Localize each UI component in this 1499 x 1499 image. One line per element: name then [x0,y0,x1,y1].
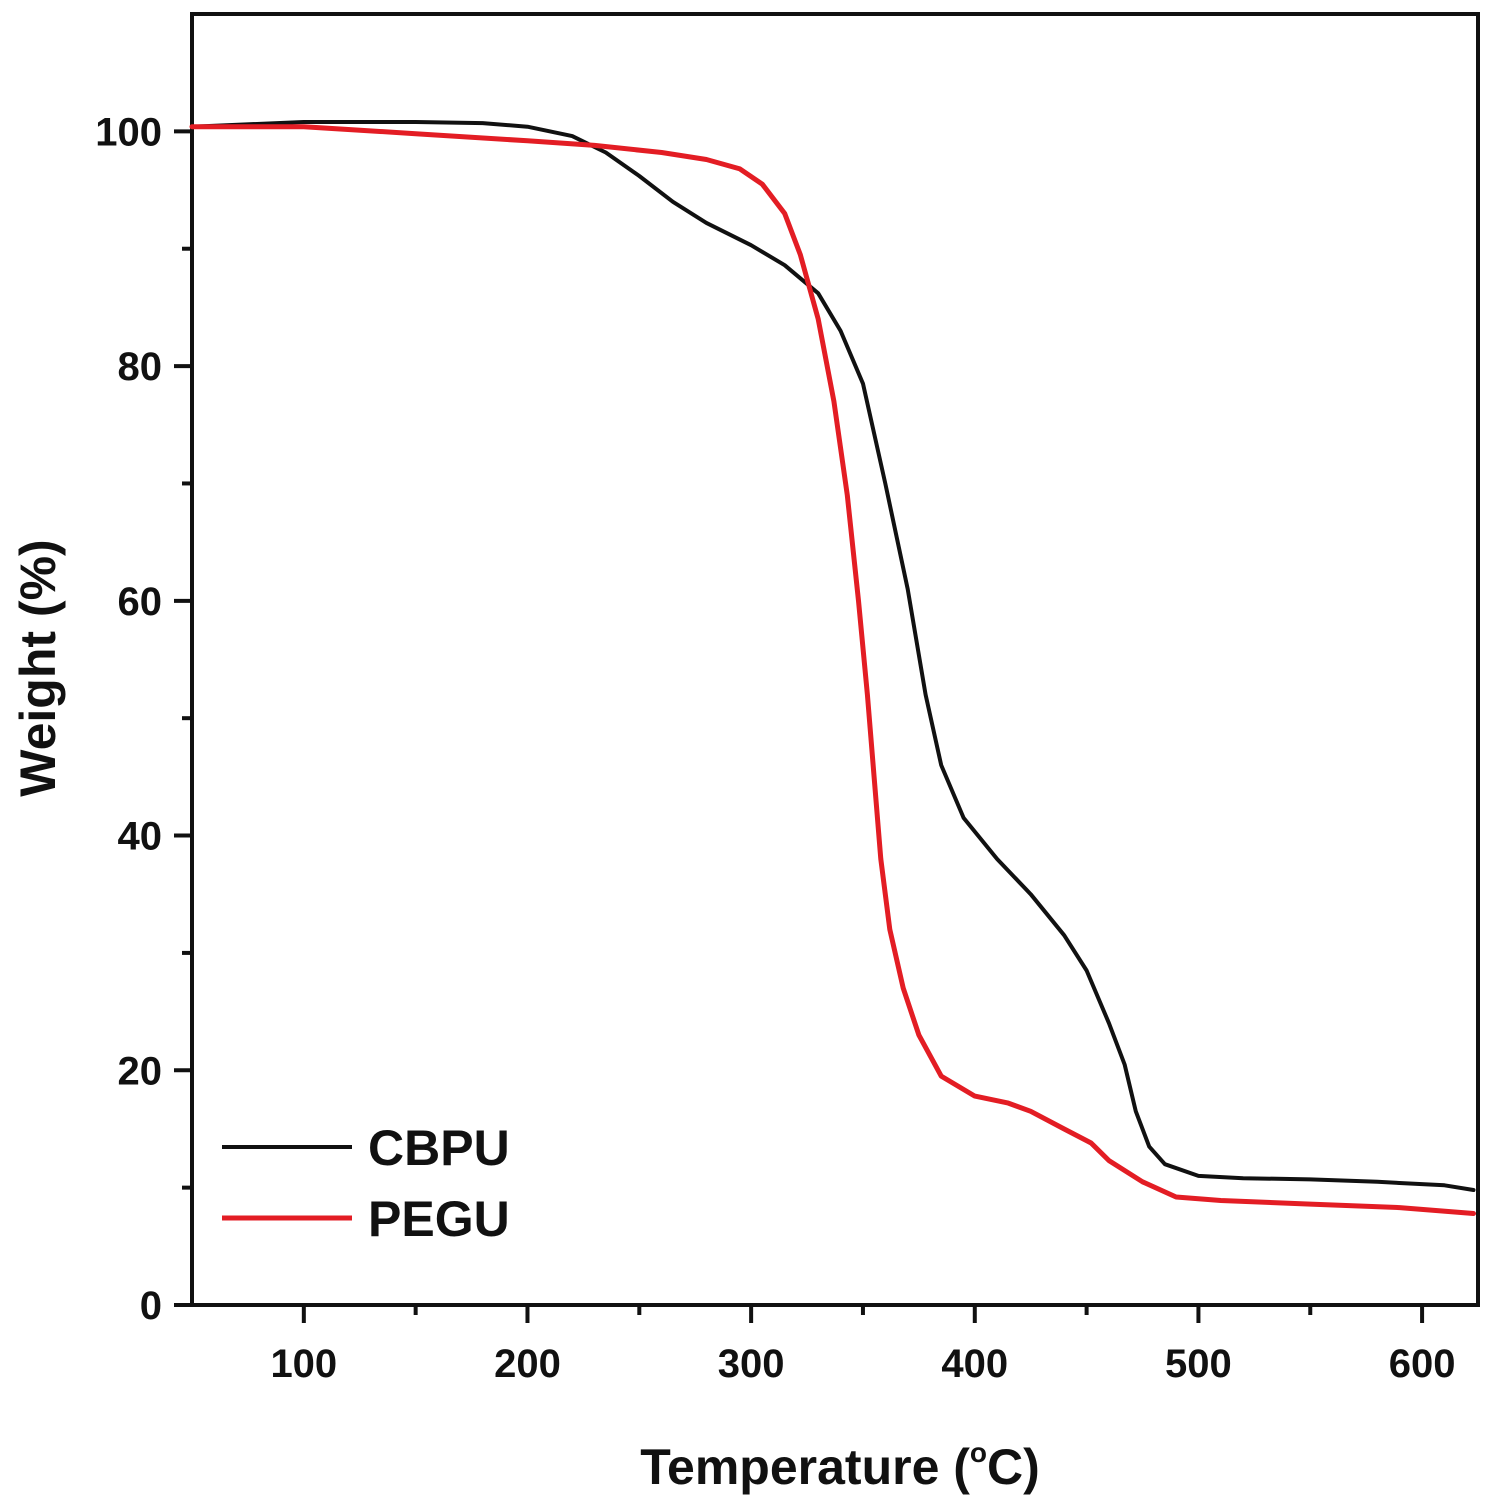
legend-label-pegu: PEGU [368,1191,510,1247]
x-tick-label: 600 [1389,1342,1456,1386]
y-tick-label: 100 [95,110,162,154]
y-axis-title: Weight (%) [10,539,66,796]
x-axis-title-degree: o [970,1437,987,1468]
x-tick-label: 200 [494,1342,561,1386]
y-tick-label: 60 [118,580,163,624]
y-tick-label: 40 [118,815,163,859]
legend-label-cbpu: CBPU [368,1120,510,1176]
series-line-cbpu [190,120,1476,1192]
y-tick-label: 0 [140,1284,162,1328]
x-axis-title-main: Temperature ( [640,1439,970,1495]
x-tick-label: 400 [941,1342,1008,1386]
x-axis-title: Temperature (oC) [640,1437,1040,1495]
x-tick-label: 100 [270,1342,337,1386]
x-tick-label: 300 [718,1342,785,1386]
series-line-pegu [189,124,1476,1216]
y-tick-label: 20 [118,1049,163,1093]
x-tick-label: 500 [1165,1342,1232,1386]
y-tick-label: 80 [118,345,163,389]
x-axis-title-unit: C) [987,1439,1040,1495]
plot-frame [190,12,1480,1307]
